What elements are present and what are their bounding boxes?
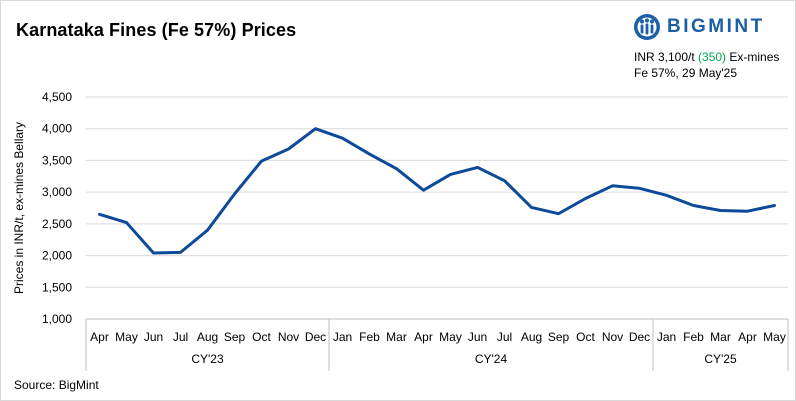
bigmint-logo-text: BIGMINT (667, 16, 765, 37)
y-tick-label: 2,500 (42, 217, 72, 231)
x-tick-label: Sep (224, 330, 246, 344)
x-group-label: CY'23 (191, 352, 224, 366)
x-tick-label: Nov (278, 330, 299, 344)
x-tick-label: May (439, 330, 462, 344)
x-tick-label: Dec (629, 330, 650, 344)
price-note: INR 3,100/t (350) Ex-mines Fe 57%, 29 Ma… (634, 49, 779, 81)
y-axis-ticks: 1,000 1,500 2,000 2,500 3,000 3,500 4,000 4,500 (42, 90, 72, 326)
price-change: (350) (698, 50, 727, 64)
x-axis: Apr May Jun Jul Aug Sep Oct Nov Dec Jan Feb Mar Apr M… (85, 318, 789, 371)
x-tick-label: Dec (305, 330, 326, 344)
spec-line: Fe 57%, 29 May'25 (634, 66, 738, 80)
y-tick-label: 1,500 (42, 280, 72, 294)
y-tick-label: 4,000 (42, 122, 72, 136)
x-tick-label: Jun (468, 330, 487, 344)
x-tick-label: Oct (252, 330, 271, 344)
x-tick-label: Sep (548, 330, 570, 344)
x-tick-label: Aug (521, 330, 542, 344)
x-tick-label: Jun (144, 330, 163, 344)
y-tick-label: 2,000 (42, 249, 72, 263)
y-tick-label: 4,500 (42, 90, 72, 104)
x-tick-label: Jul (173, 330, 188, 344)
x-tick-label: Feb (683, 330, 704, 344)
series-group (98, 127, 776, 255)
x-tick-label: May (763, 330, 786, 344)
x-tick-label: Aug (197, 330, 218, 344)
bigmint-logo: BIGMINT (633, 13, 765, 41)
x-tick-label: May (115, 330, 138, 344)
grid-lines (86, 96, 788, 288)
x-tick-label: Jan (657, 330, 676, 344)
x-tick-label: Jan (333, 330, 352, 344)
price-basis: Ex-mines (726, 50, 780, 64)
source-note: Source: BigMint (14, 378, 99, 392)
x-tick-label: Apr (90, 330, 109, 344)
x-tick-label: Apr (738, 330, 757, 344)
x-tick-label: Jul (497, 330, 512, 344)
bigmint-logo-icon (634, 14, 660, 40)
y-axis-label: Prices in INR/t, ex-mines Bellary (12, 122, 26, 294)
x-tick-label: Oct (576, 330, 595, 344)
x-group-label: CY'25 (704, 352, 737, 366)
x-group-label: CY'24 (475, 352, 508, 366)
x-tick-label: Nov (602, 330, 623, 344)
x-tick-label: Mar (710, 330, 731, 344)
x-tick-label: Apr (414, 330, 433, 344)
y-tick-label: 1,000 (42, 312, 72, 326)
x-tick-label: Mar (386, 330, 407, 344)
chart-title: Karnataka Fines (Fe 57%) Prices (16, 20, 297, 40)
y-tick-label: 3,000 (42, 185, 72, 199)
price-value: INR 3,100/t (634, 50, 699, 64)
price-line: INR 3,100/t (350) Ex-mines (634, 49, 779, 65)
series-line (98, 127, 776, 255)
y-tick-label: 3,500 (42, 153, 72, 167)
x-tick-label: Feb (359, 330, 380, 344)
